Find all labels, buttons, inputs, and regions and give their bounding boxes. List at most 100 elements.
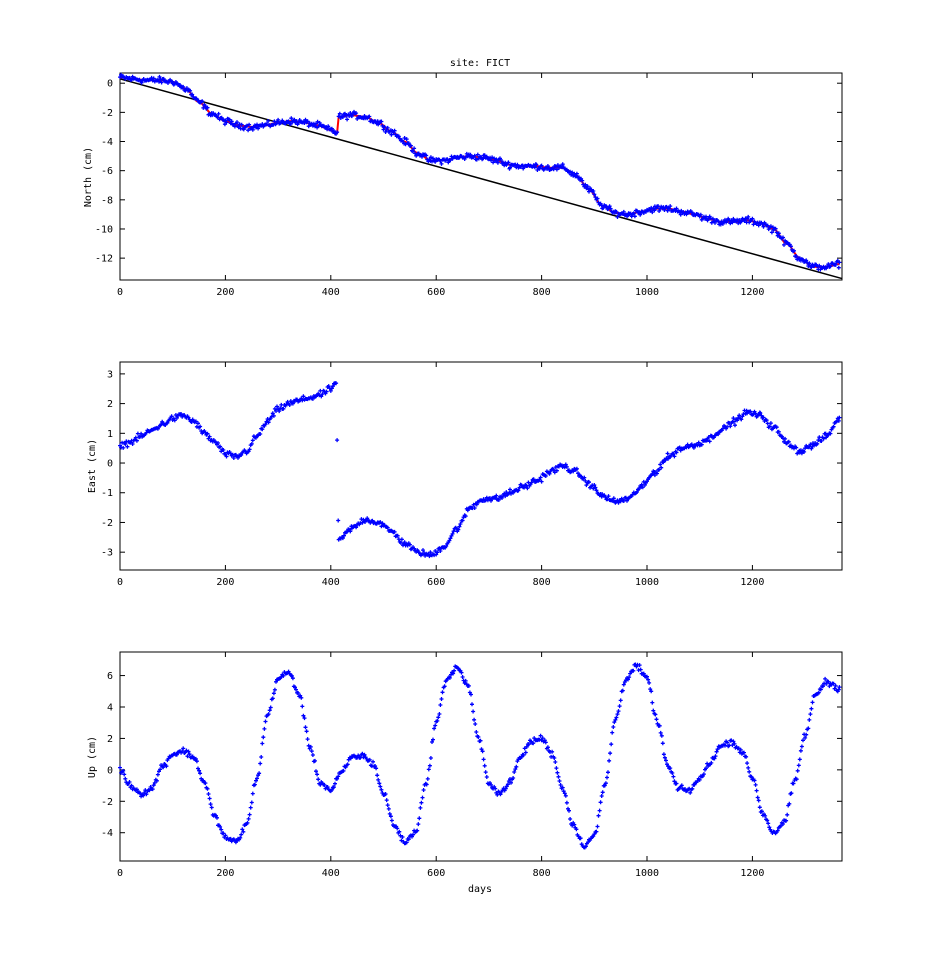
data-point [408,143,413,148]
data-point [803,735,808,740]
data-point [505,782,510,787]
data-point [808,442,813,447]
data-point [689,210,694,215]
data-point [776,231,781,236]
data-point [300,398,305,403]
y-tick-label: 0 [107,79,113,90]
y-tick-label: -3 [101,548,113,559]
data-point [607,758,612,763]
data-point [797,757,802,762]
data-point [435,718,440,723]
data-point [400,835,405,839]
y-tick-label: -8 [101,195,113,206]
data-point [648,208,653,213]
data-point [799,451,804,456]
data-point [668,766,673,771]
data-point [449,672,453,677]
data-point [463,678,468,683]
data-point [804,258,809,263]
data-point [522,746,527,751]
data-point [807,717,812,722]
x-tick-label: 200 [216,287,234,298]
data-point [262,726,267,731]
data-point [755,795,760,800]
data-point [539,479,544,484]
data-point [620,688,625,693]
data-point [308,744,313,749]
data-point [158,767,163,772]
data-point [332,785,336,790]
data-point [270,696,275,701]
data-point [250,127,255,132]
data-point [378,784,383,789]
data-point [508,487,512,492]
data-point [247,447,252,452]
data-point [157,74,162,79]
data-point [275,404,279,409]
data-point [731,416,736,421]
data-point [266,712,271,717]
data-point [263,422,268,427]
data-point [343,111,347,116]
data-point [224,454,229,459]
data-point [129,783,134,788]
data-point [747,220,752,225]
data-point [653,712,658,717]
data-point [545,745,550,750]
data-point [348,111,353,115]
x-tick-label: 1000 [635,577,659,588]
data-point [576,471,580,476]
data-point [709,760,714,765]
data-point [437,712,442,716]
north-model-layer [119,76,840,268]
data-point [621,682,626,687]
data-point [194,759,199,764]
data-point [198,771,203,776]
data-point [438,703,443,707]
data-point [567,808,571,813]
data-point [509,780,513,785]
data-point [385,803,390,808]
data-point [594,488,599,493]
data-point [540,736,545,741]
data-point [560,162,565,167]
data-point [334,381,339,386]
data-point [315,772,320,777]
data-point [260,427,265,432]
data-point [389,132,394,137]
data-point [837,260,842,265]
data-point [608,751,613,756]
y-tick-label: -2 [101,797,113,808]
data-point [139,80,144,85]
data-point [380,123,385,128]
data-point [631,668,636,673]
data-point [290,676,295,681]
data-point [732,419,736,424]
data-point [465,508,470,513]
data-point [595,196,600,201]
data-point [203,430,208,435]
data-point [527,742,531,747]
data-point [508,165,512,170]
data-point [378,520,383,525]
data-point [794,445,799,450]
data-point [418,805,423,810]
data-point [649,205,654,210]
data-point [792,248,796,253]
data-point [218,444,223,449]
up-plot-area [119,651,843,862]
data-point [592,192,597,197]
data-point [354,525,359,530]
figure-title: site: FICT [450,58,510,69]
data-point [826,262,831,267]
data-point [306,743,311,748]
data-point [514,764,519,769]
data-point [333,781,337,786]
data-point [335,130,340,135]
data-point [384,798,389,803]
data-point [322,783,327,787]
data-point [797,256,802,261]
data-point [506,160,511,165]
data-point [185,754,190,759]
